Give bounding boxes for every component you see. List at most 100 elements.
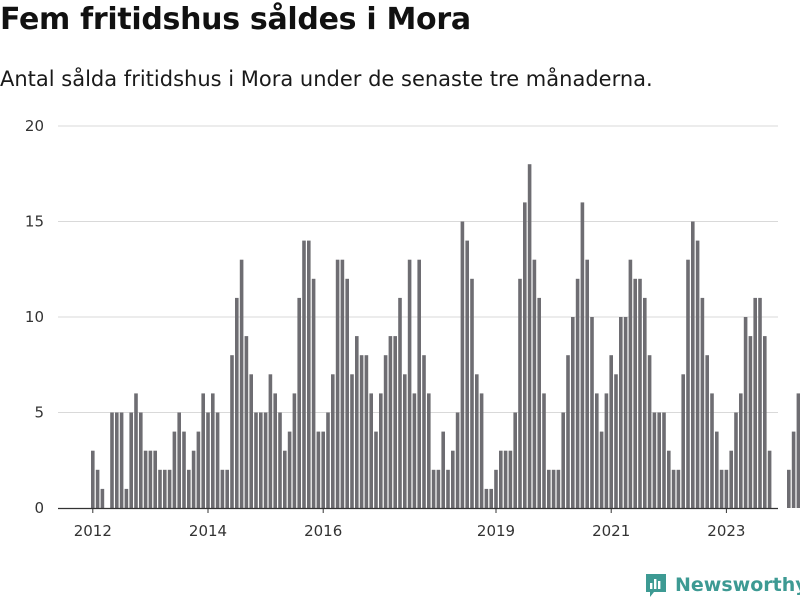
bar bbox=[715, 431, 719, 508]
x-tick-label: 2019 bbox=[477, 522, 515, 540]
y-tick-label: 5 bbox=[34, 404, 44, 422]
bar bbox=[431, 469, 436, 508]
bar bbox=[398, 297, 402, 508]
bar bbox=[585, 259, 589, 508]
bar bbox=[422, 355, 426, 508]
bar bbox=[326, 412, 330, 508]
bar bbox=[383, 355, 388, 508]
bar bbox=[763, 336, 767, 508]
bar bbox=[158, 469, 162, 508]
bar bbox=[523, 202, 527, 508]
bar bbox=[686, 259, 690, 508]
bar bbox=[532, 259, 537, 508]
bar bbox=[465, 240, 469, 508]
bar bbox=[244, 336, 249, 508]
bar bbox=[657, 412, 661, 508]
bar bbox=[561, 412, 565, 508]
bar bbox=[599, 431, 604, 508]
bar bbox=[503, 450, 508, 508]
bar bbox=[647, 355, 652, 508]
bar bbox=[551, 469, 556, 508]
bar bbox=[489, 488, 493, 508]
bar bbox=[350, 374, 354, 508]
bar bbox=[436, 469, 441, 508]
bar bbox=[499, 450, 503, 508]
bar bbox=[451, 450, 455, 508]
bar bbox=[177, 412, 181, 508]
bar bbox=[638, 278, 642, 508]
bar bbox=[710, 393, 714, 508]
bar bbox=[691, 221, 695, 508]
bar bbox=[695, 240, 700, 508]
bar bbox=[513, 412, 517, 508]
bar bbox=[287, 431, 292, 508]
bar bbox=[307, 240, 311, 508]
bar bbox=[542, 393, 546, 508]
bar bbox=[796, 393, 800, 508]
bars bbox=[91, 164, 800, 508]
bar bbox=[254, 412, 258, 508]
bar bbox=[110, 412, 114, 508]
bar bbox=[206, 412, 210, 508]
bar bbox=[643, 297, 647, 508]
bar bbox=[225, 469, 229, 508]
bar bbox=[537, 297, 541, 508]
x-tick-label: 2021 bbox=[592, 522, 630, 540]
bar bbox=[297, 297, 301, 508]
bar bbox=[743, 317, 748, 508]
bar bbox=[460, 221, 465, 508]
bar bbox=[124, 488, 129, 508]
bar bbox=[388, 336, 393, 508]
bar bbox=[441, 431, 445, 508]
bar bbox=[191, 450, 196, 508]
bar bbox=[115, 412, 119, 508]
bar bbox=[739, 393, 743, 508]
bar bbox=[719, 469, 724, 508]
bar bbox=[340, 259, 345, 508]
bar bbox=[556, 469, 561, 508]
bar bbox=[211, 393, 215, 508]
bar bbox=[604, 393, 609, 508]
bar bbox=[729, 450, 733, 508]
bar bbox=[364, 355, 369, 508]
bar bbox=[455, 412, 460, 508]
chart-subtitle: Antal sålda fritidshus i Mora under de s… bbox=[0, 67, 653, 91]
bar bbox=[700, 297, 705, 508]
bar bbox=[571, 317, 575, 508]
bar bbox=[479, 393, 484, 508]
bar bbox=[259, 412, 263, 508]
bar bbox=[201, 393, 205, 508]
bar bbox=[91, 450, 95, 508]
bar bbox=[263, 412, 268, 508]
bar bbox=[129, 412, 133, 508]
bar bbox=[662, 412, 666, 508]
bar bbox=[374, 431, 378, 508]
bar bbox=[134, 393, 138, 508]
bar bbox=[393, 336, 397, 508]
bar bbox=[619, 317, 623, 508]
x-tick-label: 2016 bbox=[304, 522, 342, 540]
bar bbox=[566, 355, 570, 508]
bar bbox=[148, 450, 153, 508]
bar bbox=[614, 374, 618, 508]
bar bbox=[475, 374, 479, 508]
bar bbox=[167, 469, 172, 508]
bar bbox=[268, 374, 273, 508]
bar bbox=[508, 450, 513, 508]
bar bbox=[787, 469, 791, 508]
bar bbox=[345, 278, 349, 508]
bar bbox=[633, 278, 637, 508]
bar bbox=[681, 374, 685, 508]
bar bbox=[316, 431, 321, 508]
x-tick-label: 2014 bbox=[189, 522, 227, 540]
bar bbox=[580, 202, 585, 508]
bar bbox=[163, 469, 167, 508]
bar bbox=[273, 393, 277, 508]
x-tick-label: 2012 bbox=[74, 522, 112, 540]
bar bbox=[95, 469, 100, 508]
bar bbox=[748, 336, 753, 508]
bar bbox=[335, 259, 340, 508]
bar bbox=[595, 393, 599, 508]
bar bbox=[609, 355, 613, 508]
bar bbox=[527, 164, 532, 508]
